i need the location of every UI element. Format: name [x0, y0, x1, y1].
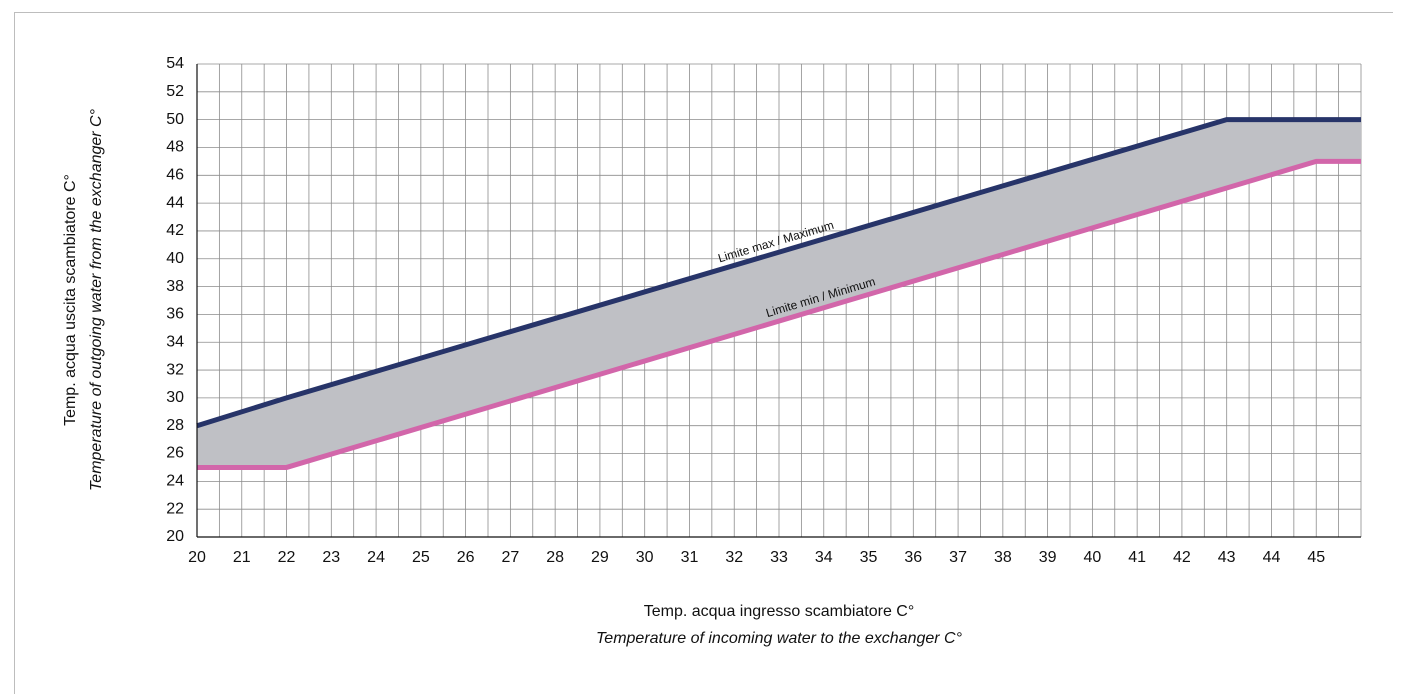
- y-tick-label: 24: [166, 473, 184, 490]
- x-tick-label: 24: [367, 549, 385, 566]
- y-tick-label: 20: [166, 528, 184, 545]
- x-tick-label: 28: [546, 549, 564, 566]
- x-tick-labels: 20 21 22 23 24 25 26 27 28 29 30 31 32 33 34 35 36 37 38 39…: [188, 549, 1325, 566]
- x-tick-label: 33: [770, 549, 788, 566]
- x-tick-label: 45: [1307, 549, 1325, 566]
- x-tick-label: 27: [501, 549, 519, 566]
- x-tick-label: 32: [725, 549, 743, 566]
- y-tick-label: 22: [166, 500, 184, 517]
- y-tick-label: 40: [166, 250, 184, 267]
- x-tick-label: 38: [994, 549, 1012, 566]
- x-tick-label: 21: [233, 549, 251, 566]
- y-tick-label: 42: [166, 222, 184, 239]
- x-tick-label: 39: [1039, 549, 1057, 566]
- y-tick-label: 30: [166, 389, 184, 406]
- y-tick-labels: 20 22 24 26 28 30 32 34 36 38 40 42 44 46 48 50 52 54: [166, 55, 184, 545]
- x-tick-label: 40: [1083, 549, 1101, 566]
- x-tick-label: 23: [322, 549, 340, 566]
- chart-frame: [14, 12, 1393, 694]
- x-tick-label: 25: [412, 549, 430, 566]
- x-tick-label: 43: [1218, 549, 1236, 566]
- x-tick-label: 30: [636, 549, 654, 566]
- x-tick-label: 42: [1173, 549, 1191, 566]
- x-tick-label: 41: [1128, 549, 1146, 566]
- y-tick-label: 36: [166, 306, 184, 323]
- x-tick-label: 31: [681, 549, 699, 566]
- series-line-maximum: [196, 117, 1361, 429]
- y-tick-label: 28: [166, 417, 184, 434]
- y-tick-label: 54: [166, 55, 184, 72]
- x-tick-label: 29: [591, 549, 609, 566]
- y-tick-label: 48: [166, 139, 184, 156]
- operating-band: [197, 119, 1361, 468]
- series-line-minimum: [197, 158, 1361, 470]
- y-tick-label: 38: [166, 278, 184, 295]
- x-tick-label: 35: [860, 549, 878, 566]
- x-tick-label: 36: [904, 549, 922, 566]
- y-tick-label: 46: [166, 167, 184, 184]
- grid: [196, 63, 1362, 538]
- x-axis-title-english: Temperature of incoming water to the exc…: [596, 630, 963, 647]
- y-axis-title-english: Temperature of outgoing water from the e…: [88, 108, 105, 491]
- x-tick-label: 26: [457, 549, 475, 566]
- y-tick-label: 34: [166, 333, 184, 350]
- x-tick-label: 37: [949, 549, 967, 566]
- y-tick-label: 50: [166, 111, 184, 128]
- y-tick-label: 26: [166, 445, 184, 462]
- y-tick-label: 32: [166, 361, 184, 378]
- y-tick-label: 44: [166, 194, 184, 211]
- x-tick-label: 20: [188, 549, 206, 566]
- y-axis-title: Temp. acqua uscita scambiatore C°: [62, 174, 79, 426]
- x-tick-label: 34: [815, 549, 833, 566]
- x-tick-label: 22: [278, 549, 296, 566]
- x-tick-label: 44: [1263, 549, 1281, 566]
- x-axis-title: Temp. acqua ingresso scambiatore C°: [644, 603, 915, 620]
- y-tick-label: 52: [166, 83, 184, 100]
